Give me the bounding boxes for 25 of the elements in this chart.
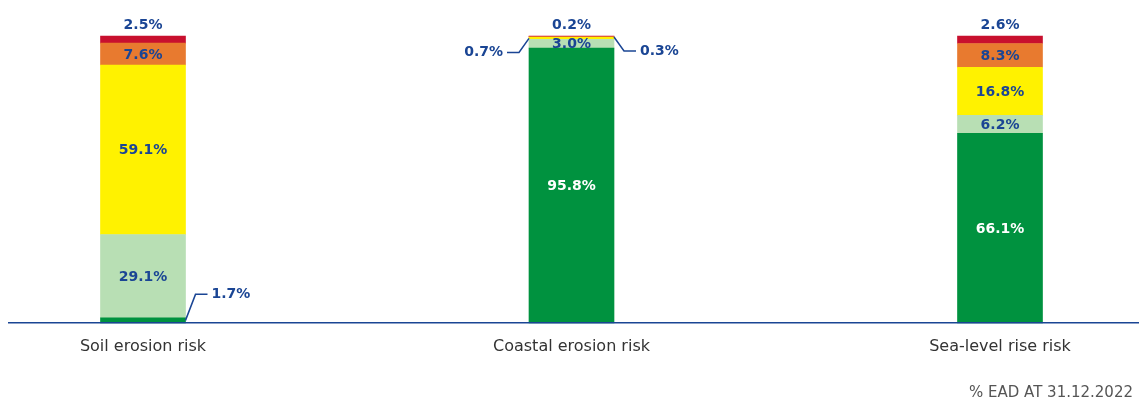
x-tick-label: Sea-level rise risk [929, 335, 1072, 355]
x-tick-label: Soil erosion risk [79, 335, 207, 355]
data-label: 59.1% [118, 141, 168, 158]
data-label: 0.7% [464, 43, 503, 60]
data-label: 0.3% [640, 41, 679, 58]
data-label: 66.1% [975, 219, 1025, 236]
data-label: 1.7% [211, 285, 251, 301]
data-label: 8.3% [980, 47, 1020, 63]
data-label: 29.1% [118, 267, 168, 284]
bar [528, 47, 615, 324]
data-label: 2.5% [123, 15, 163, 32]
bar [957, 132, 1043, 324]
bar [100, 234, 186, 319]
data-label: 2.6% [980, 15, 1020, 32]
x-tick-label: Coastal erosion risk [493, 335, 651, 355]
text: % EAD AT 31.12.2022 [969, 383, 1133, 401]
data-label: 7.6% [123, 45, 163, 62]
data-label: 3.0% [552, 35, 591, 52]
bar [100, 35, 186, 44]
bar [957, 66, 1043, 116]
bar [100, 64, 186, 235]
data-label: 16.8% [975, 82, 1025, 99]
data-label: 0.2% [552, 15, 591, 32]
data-label: 6.2% [980, 115, 1020, 132]
data-label: 95.8% [547, 177, 596, 194]
